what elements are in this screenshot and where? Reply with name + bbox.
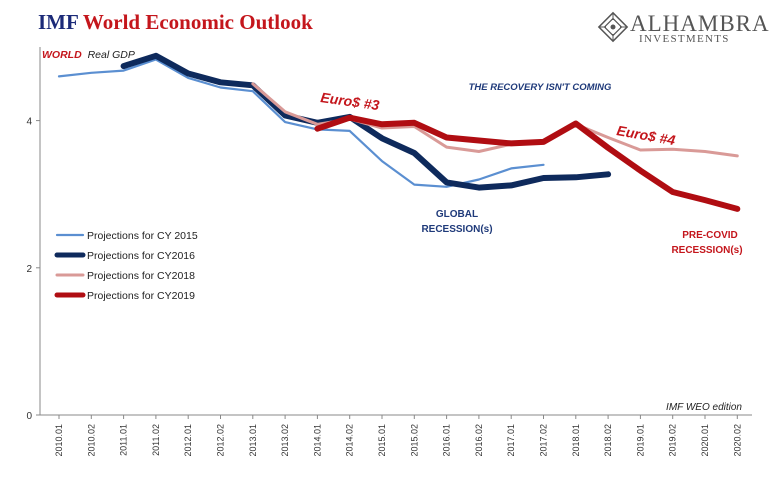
x-tick-label: 2020.02 bbox=[732, 424, 742, 457]
legend-label: Projections for CY2019 bbox=[87, 290, 195, 302]
x-tick-label: 2018.01 bbox=[571, 424, 581, 457]
y-axis-label-world: WORLD bbox=[42, 49, 82, 61]
y-axis-label: WORLD Real GDP bbox=[42, 49, 135, 61]
series-line-4 bbox=[314, 114, 741, 212]
annotation-label: GLOBAL bbox=[436, 209, 478, 220]
series-line-2 bbox=[120, 52, 612, 191]
logo-subtitle: INVESTMENTS bbox=[639, 33, 730, 45]
y-axis-label-rest: Real GDP bbox=[88, 49, 135, 61]
x-axis-ticks: 2010.01 2010.02 2011.01 2011.02 2012.01 2012.… bbox=[54, 415, 742, 457]
x-tick-label: 2011.02 bbox=[151, 424, 161, 456]
annotation-label: PRE-COVID bbox=[682, 230, 738, 241]
x-tick-label: 2018.02 bbox=[603, 424, 613, 457]
alhambra-diamond-icon bbox=[597, 11, 629, 43]
x-tick-label: 2017.01 bbox=[506, 424, 516, 457]
title-rest: World Economic Outlook bbox=[82, 10, 313, 34]
x-tick-label: 2014.01 bbox=[312, 424, 322, 457]
x-axis-label: IMF WEO edition bbox=[666, 402, 742, 413]
x-tick-label: 2010.02 bbox=[86, 424, 96, 457]
y-axis-ticks: 0 2 4 bbox=[26, 117, 40, 422]
x-tick-label: 2019.01 bbox=[635, 424, 645, 457]
x-tick-label: 2012.02 bbox=[216, 424, 226, 457]
legend-label: Projections for CY2018 bbox=[87, 270, 195, 282]
x-tick-label: 2016.01 bbox=[442, 424, 452, 457]
title-imf: IMF bbox=[38, 10, 79, 34]
x-tick-label: 2014.02 bbox=[345, 424, 355, 457]
logo-name: ALHAMBRA bbox=[630, 11, 769, 36]
x-tick-label: 2012.01 bbox=[183, 424, 193, 457]
annotation-label: THE RECOVERY ISN'T COMING bbox=[469, 82, 612, 93]
x-tick-label: 2015.01 bbox=[377, 424, 387, 457]
x-tick-label: 2017.02 bbox=[539, 424, 549, 457]
series-line-1 bbox=[57, 58, 545, 188]
x-tick-label: 2013.02 bbox=[280, 424, 290, 457]
y-tick-label: 4 bbox=[26, 117, 32, 128]
x-tick-label: 2016.02 bbox=[474, 424, 484, 457]
x-tick-label: 2013.01 bbox=[248, 424, 258, 457]
y-tick-label: 0 bbox=[26, 411, 32, 422]
series-layer bbox=[57, 52, 741, 212]
annotation-label: RECESSION(s) bbox=[421, 224, 492, 235]
x-tick-label: 2015.02 bbox=[409, 424, 419, 457]
annotation-label: Euro$ #3 bbox=[320, 89, 381, 113]
x-tick-label: 2020.01 bbox=[700, 424, 710, 457]
legend: Projections for CY 2015 Projections for C… bbox=[54, 230, 198, 302]
legend-label: Projections for CY2016 bbox=[87, 250, 195, 262]
page-title: IMF World Economic Outlook bbox=[38, 10, 313, 35]
x-tick-label: 2010.01 bbox=[54, 424, 64, 457]
legend-label: Projections for CY 2015 bbox=[87, 230, 198, 242]
x-tick-label: 2011.01 bbox=[119, 424, 129, 456]
x-tick-label: 2019.02 bbox=[668, 424, 678, 457]
y-tick-label: 2 bbox=[26, 264, 32, 275]
annotation-label: RECESSION(s) bbox=[671, 245, 742, 256]
